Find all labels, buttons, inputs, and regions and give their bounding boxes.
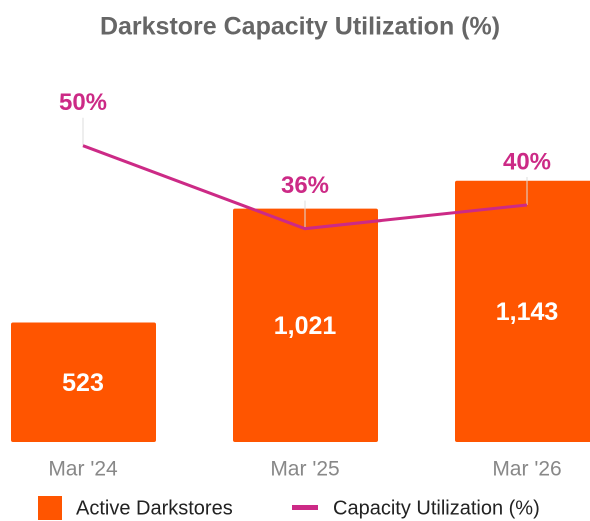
legend-swatch <box>292 505 318 510</box>
line-value-label: 36% <box>281 172 329 199</box>
legend-label: Active Darkstores <box>76 497 233 519</box>
line-value-label: 40% <box>503 148 551 175</box>
legend-swatch <box>38 496 62 520</box>
x-tick-label: Mar '25 <box>270 458 339 481</box>
bar <box>233 208 378 442</box>
line-value-label: 50% <box>59 89 107 116</box>
bar <box>455 180 590 442</box>
bar <box>11 322 156 442</box>
x-tick-label: Mar '24 <box>48 458 118 481</box>
chart-title: Darkstore Capacity Utilization (%) <box>100 13 500 41</box>
bar-value-label: 523 <box>62 369 104 397</box>
bar-value-label: 1,021 <box>274 312 337 340</box>
bar-value-label: 1,143 <box>496 298 559 326</box>
x-tick-label: Mar '26 <box>492 458 561 481</box>
legend-label: Capacity Utilization (%) <box>333 497 540 519</box>
line <box>82 144 528 231</box>
